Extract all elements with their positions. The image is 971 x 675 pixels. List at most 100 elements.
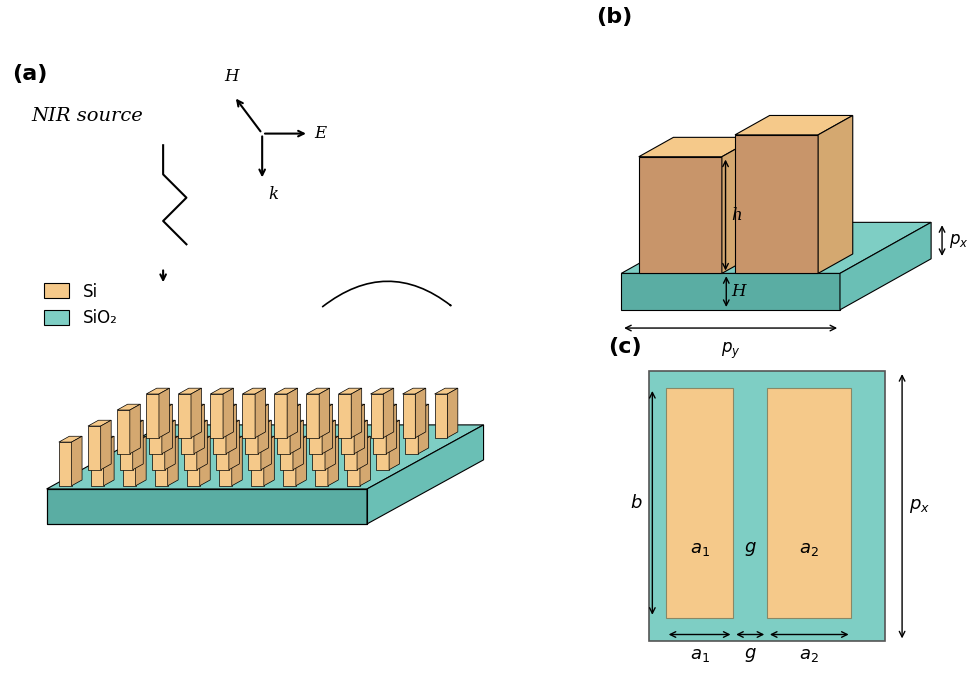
Polygon shape [197, 421, 208, 470]
Polygon shape [352, 388, 362, 437]
Polygon shape [226, 404, 237, 454]
Text: $p_x$: $p_x$ [950, 232, 969, 250]
Polygon shape [246, 404, 269, 410]
Polygon shape [147, 394, 159, 437]
Polygon shape [123, 436, 147, 442]
Polygon shape [293, 421, 304, 470]
Polygon shape [91, 442, 104, 486]
Polygon shape [345, 421, 368, 426]
Polygon shape [219, 436, 243, 442]
FancyArrowPatch shape [322, 281, 451, 306]
Text: H: H [732, 283, 747, 300]
Text: $g$: $g$ [744, 540, 756, 558]
Polygon shape [281, 421, 304, 426]
Polygon shape [448, 388, 458, 437]
Text: $p_x$: $p_x$ [909, 497, 930, 515]
Bar [666, 388, 733, 618]
Polygon shape [211, 388, 234, 394]
Polygon shape [264, 436, 275, 486]
Polygon shape [182, 410, 194, 454]
Polygon shape [152, 426, 165, 470]
Polygon shape [416, 388, 426, 437]
Polygon shape [243, 394, 255, 437]
Polygon shape [184, 426, 197, 470]
Polygon shape [367, 425, 484, 524]
Polygon shape [278, 410, 290, 454]
Polygon shape [310, 410, 322, 454]
Polygon shape [281, 426, 293, 470]
Polygon shape [88, 421, 112, 426]
Polygon shape [168, 436, 179, 486]
Polygon shape [342, 410, 354, 454]
Polygon shape [104, 436, 115, 486]
Text: NIR source: NIR source [31, 107, 144, 125]
Polygon shape [357, 421, 368, 470]
Polygon shape [287, 388, 298, 437]
Text: H: H [224, 68, 239, 85]
Polygon shape [313, 426, 325, 470]
Text: h: h [731, 207, 742, 223]
Polygon shape [133, 421, 144, 470]
Polygon shape [152, 421, 176, 426]
Polygon shape [403, 388, 426, 394]
Polygon shape [217, 426, 229, 470]
Polygon shape [258, 404, 269, 454]
Text: (a): (a) [12, 63, 47, 84]
Polygon shape [194, 404, 205, 454]
Polygon shape [278, 404, 301, 410]
Polygon shape [339, 394, 352, 437]
Bar [649, 371, 886, 641]
Polygon shape [284, 442, 296, 486]
Text: (c): (c) [609, 338, 642, 358]
Text: $p_y$: $p_y$ [720, 341, 741, 361]
Polygon shape [150, 404, 173, 410]
Polygon shape [419, 404, 429, 454]
Polygon shape [371, 388, 394, 394]
Polygon shape [162, 404, 173, 454]
Polygon shape [47, 489, 367, 524]
Polygon shape [339, 388, 362, 394]
Polygon shape [377, 426, 389, 470]
Polygon shape [155, 442, 168, 486]
Polygon shape [284, 436, 307, 442]
Polygon shape [155, 436, 179, 442]
Polygon shape [214, 404, 237, 410]
Polygon shape [435, 394, 448, 437]
Polygon shape [310, 404, 333, 410]
Polygon shape [313, 421, 336, 426]
Polygon shape [389, 421, 400, 470]
Polygon shape [275, 388, 298, 394]
Polygon shape [243, 388, 266, 394]
Polygon shape [184, 421, 208, 426]
Polygon shape [251, 436, 275, 442]
Text: k: k [268, 186, 278, 203]
Polygon shape [342, 404, 365, 410]
Polygon shape [246, 410, 258, 454]
Bar [767, 388, 852, 618]
Polygon shape [621, 222, 931, 273]
Polygon shape [249, 426, 261, 470]
Polygon shape [374, 410, 386, 454]
Polygon shape [386, 404, 397, 454]
Polygon shape [136, 436, 147, 486]
Polygon shape [819, 115, 853, 273]
Polygon shape [348, 442, 360, 486]
Polygon shape [120, 426, 133, 470]
Polygon shape [123, 442, 136, 486]
Polygon shape [219, 442, 232, 486]
Polygon shape [374, 404, 397, 410]
Polygon shape [59, 436, 83, 442]
Polygon shape [290, 404, 301, 454]
Polygon shape [735, 115, 853, 135]
Polygon shape [182, 404, 205, 410]
Text: $a_2$: $a_2$ [799, 540, 820, 558]
Polygon shape [322, 404, 333, 454]
Polygon shape [217, 421, 240, 426]
Polygon shape [406, 404, 429, 410]
Polygon shape [348, 436, 371, 442]
Polygon shape [179, 394, 191, 437]
Polygon shape [261, 421, 272, 470]
Polygon shape [88, 426, 101, 470]
Polygon shape [117, 410, 130, 454]
Polygon shape [179, 388, 202, 394]
